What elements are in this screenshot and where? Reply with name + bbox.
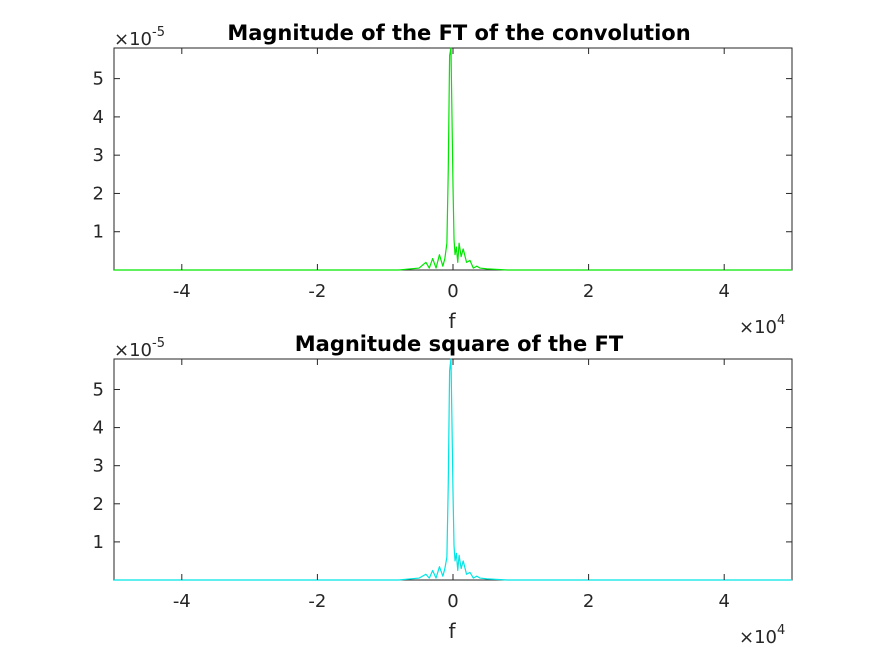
chart-title: Magnitude square of the FT [295,332,624,356]
x-tick-label: 4 [718,591,729,612]
x-exponent-label: ×104 [739,313,785,338]
x-tick-label: 2 [583,281,594,302]
axes-2: -4 -2 0 2 4 1 2 3 4 5 Magnitude square of the FT f ×… [93,332,793,648]
x-tick-label: -4 [173,591,191,612]
y-tick-label: 3 [93,456,104,477]
y-tick-label: 5 [93,69,104,90]
y-tick-label: 5 [93,379,104,400]
series-line [114,358,792,581]
y-tick-label: 2 [93,494,104,515]
x-tick-label: 2 [583,591,594,612]
x-tick-label: -4 [173,281,191,302]
x-tick-label: 0 [447,281,458,302]
x-axis-label: f [448,619,456,643]
series-line [114,47,792,271]
x-tick-label: 0 [447,591,458,612]
y-tick-label: 1 [93,222,104,243]
axes-1: -4 -2 0 2 4 1 2 3 4 5 Magnitude of the FT of the c… [93,21,793,338]
x-exponent-power: 4 [777,623,785,638]
x-axis-label: f [448,309,456,333]
y-exponent-label: ×10-5 [114,25,165,50]
x-tick-label: 4 [718,281,729,302]
y-tick-label: 4 [93,107,104,128]
chart-title: Magnitude of the FT of the convolution [227,21,690,45]
y-tick-label: 1 [93,532,104,553]
x-tick-label: -2 [308,281,326,302]
y-exponent-power: -5 [152,25,165,40]
y-tick-label: 2 [93,183,104,204]
x-exponent-power: 4 [777,313,785,328]
y-exponent-power: -5 [152,336,165,351]
x-exponent-label: ×104 [739,623,785,648]
x-tick-label: -2 [308,591,326,612]
y-tick-label: 3 [93,145,104,166]
y-tick-label: 4 [93,418,104,439]
y-exponent-label: ×10-5 [114,336,165,361]
